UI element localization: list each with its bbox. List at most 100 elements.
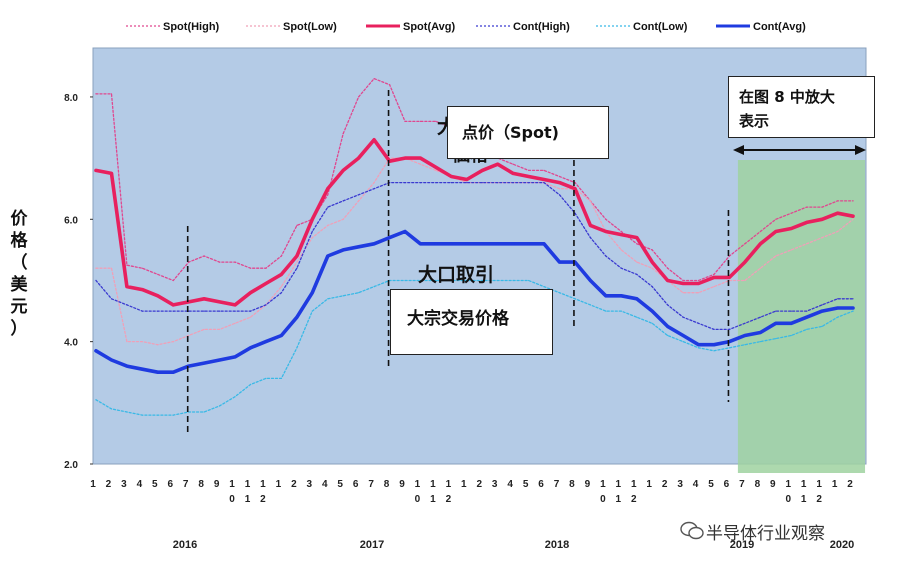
series-point xyxy=(728,276,731,279)
series-point xyxy=(712,276,716,279)
series-point xyxy=(126,264,128,266)
series-point xyxy=(388,236,391,240)
series-point xyxy=(157,273,159,275)
series-point xyxy=(219,310,221,312)
series-point xyxy=(219,261,221,263)
x-tick-label: 4 xyxy=(693,479,699,490)
y-tick-label: 8.0 xyxy=(64,93,78,104)
series-point xyxy=(790,334,792,337)
series-point xyxy=(512,163,514,165)
series-point xyxy=(218,358,222,362)
x-year-label: 2017 xyxy=(360,539,384,551)
series-point xyxy=(790,310,792,312)
x-axis: 1 2 3 4 5 6 7 8 9 1 01 11 21 2 3 4 5 6 7 8 9 1 01 11 21 2 3 4 5 6 7 8 9 1… xyxy=(90,479,854,551)
series-point xyxy=(264,282,268,285)
series-point xyxy=(651,286,653,288)
series-point xyxy=(157,310,159,312)
x-tick-label: 4 xyxy=(507,479,513,490)
series-point xyxy=(358,96,360,98)
series-point xyxy=(775,255,777,257)
series-point xyxy=(481,279,483,282)
series-point xyxy=(542,178,546,181)
series-point xyxy=(480,242,484,246)
series-point xyxy=(806,310,808,312)
x-tick-label: 1 xyxy=(276,479,282,490)
y-axis-title-char: 元 xyxy=(10,297,28,317)
series-point xyxy=(233,303,237,307)
series-point xyxy=(466,279,468,282)
x-tick-label: 2 xyxy=(291,479,297,490)
series-point xyxy=(141,341,143,343)
series-point xyxy=(527,242,530,246)
series-point xyxy=(95,267,97,269)
y-axis: 2.0 4.0 6.0 8.0 xyxy=(64,93,93,471)
series-point xyxy=(682,341,684,343)
series-point xyxy=(311,230,313,233)
series-point xyxy=(528,279,530,282)
series-point xyxy=(373,188,375,190)
series-point xyxy=(110,267,113,269)
series-point xyxy=(589,279,592,282)
series-point xyxy=(743,260,747,264)
series-point xyxy=(667,304,669,306)
series-point xyxy=(203,255,205,257)
series-point xyxy=(650,260,654,264)
x-tick-label: 1 xyxy=(646,479,652,490)
series-point xyxy=(697,282,700,285)
x-tick-label: 1 xyxy=(832,479,838,490)
series-point xyxy=(126,341,128,343)
series-point xyxy=(249,267,252,269)
series-point xyxy=(465,178,469,181)
series-point xyxy=(404,279,406,282)
series-point xyxy=(543,182,545,184)
series-point xyxy=(171,370,175,374)
series-point xyxy=(821,325,823,327)
series-point xyxy=(759,341,762,343)
series-point xyxy=(651,322,653,324)
series-point xyxy=(234,396,236,398)
series-point xyxy=(775,338,777,340)
x-tick-label: 6 xyxy=(353,479,359,490)
series-point xyxy=(140,288,144,291)
series-point xyxy=(435,182,437,184)
series-point xyxy=(650,309,654,313)
series-point xyxy=(373,286,375,288)
series-point xyxy=(265,377,267,379)
series-point xyxy=(558,188,561,190)
series-point xyxy=(790,249,792,251)
series-point xyxy=(202,361,206,365)
series-point xyxy=(697,279,700,282)
series-point xyxy=(449,242,453,246)
series-point xyxy=(157,414,159,416)
y-tick-label: 6.0 xyxy=(64,215,78,226)
x-tick-label: 5 xyxy=(708,479,714,490)
series-point xyxy=(589,224,592,227)
series-point xyxy=(759,331,762,334)
series-point xyxy=(775,218,777,220)
legend-label: Cont(High) xyxy=(513,21,570,33)
series-point xyxy=(326,187,330,191)
series-point xyxy=(358,292,360,294)
series-point xyxy=(141,267,143,269)
x-tick-label: 5 xyxy=(152,479,158,490)
series-point xyxy=(249,310,252,312)
y-tick-label: 4.0 xyxy=(64,338,78,349)
series-point xyxy=(171,303,175,307)
series-point xyxy=(341,169,345,172)
series-point xyxy=(358,194,360,196)
series-point xyxy=(295,254,299,258)
y-axis-title: 价 格 （ 美 元 ） xyxy=(8,208,30,340)
series-point xyxy=(636,243,638,245)
x-year-label: 2020 xyxy=(830,539,854,551)
series-point xyxy=(357,156,360,160)
x-tick-label: 8 xyxy=(755,479,761,490)
x-tick-label: 8 xyxy=(198,479,204,490)
series-point xyxy=(94,349,98,353)
series-point xyxy=(125,285,129,288)
x-tick-label: 5 xyxy=(523,479,529,490)
series-point xyxy=(435,169,437,171)
year-dividers xyxy=(186,90,730,432)
